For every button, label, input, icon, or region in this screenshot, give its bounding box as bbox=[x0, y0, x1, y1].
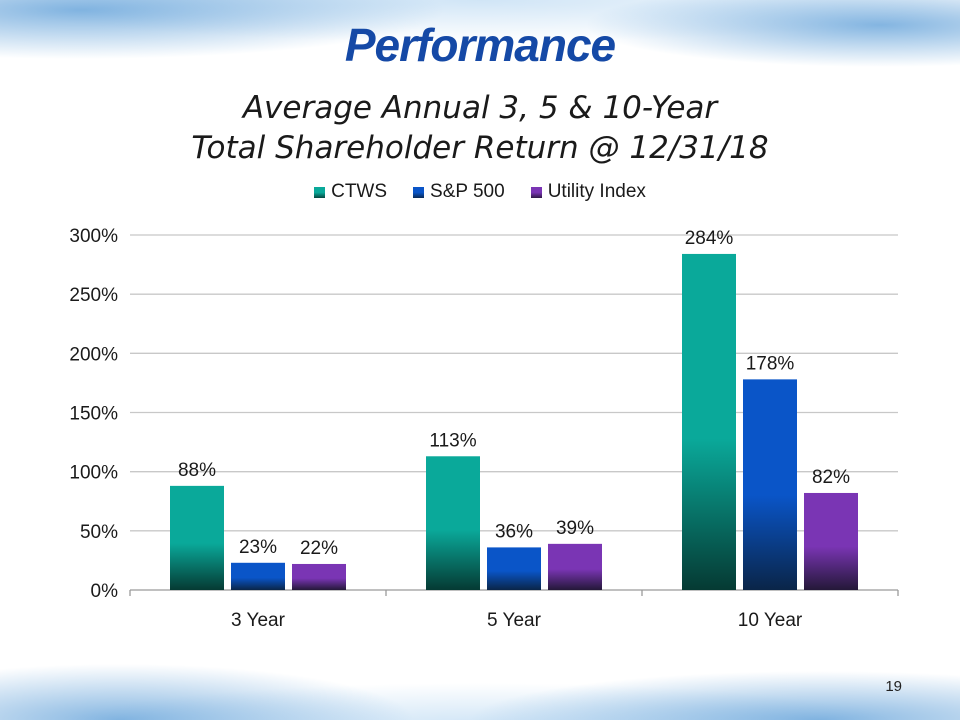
data-label-ctws: 284% bbox=[685, 228, 734, 249]
bar-ctws bbox=[682, 253, 736, 590]
legend-swatch-ctws bbox=[314, 186, 326, 198]
y-tick-label: 50% bbox=[80, 522, 118, 543]
y-tick-label: 150% bbox=[69, 404, 118, 425]
x-category-label: 5 Year bbox=[487, 610, 542, 631]
legend-item-utility: Utility Index bbox=[530, 181, 646, 203]
slide-title: Performance bbox=[344, 19, 616, 71]
data-label-ctws: 113% bbox=[429, 430, 476, 451]
legend-label-utility: Utility Index bbox=[547, 181, 646, 202]
legend-swatch-utility bbox=[530, 186, 542, 198]
subtitle-line-1: Average Annual 3, 5 & 10-Year bbox=[242, 90, 718, 126]
page-number: 19 bbox=[885, 678, 902, 695]
y-tick-label: 0% bbox=[91, 581, 119, 602]
y-tick-label: 250% bbox=[69, 285, 118, 306]
water-wave-decoration-bottom bbox=[0, 610, 960, 720]
bar-sp500 bbox=[487, 547, 541, 590]
chart-legend: CTWS S&P 500 Utility Index bbox=[0, 181, 960, 203]
x-category-label: 10 Year bbox=[738, 610, 803, 631]
data-label-utility: 82% bbox=[812, 467, 850, 488]
chart-subtitle: Average Annual 3, 5 & 10-Year Total Shar… bbox=[0, 88, 960, 168]
y-tick-label: 200% bbox=[69, 344, 118, 365]
bar-utility bbox=[292, 563, 346, 590]
y-tick-label: 100% bbox=[69, 463, 118, 484]
bar-utility bbox=[548, 543, 602, 590]
legend-item-sp500: S&P 500 bbox=[413, 181, 505, 203]
data-label-utility: 39% bbox=[556, 518, 594, 539]
data-label-sp500: 36% bbox=[495, 521, 533, 542]
data-label-sp500: 178% bbox=[746, 353, 795, 374]
x-category-label: 3 Year bbox=[231, 610, 286, 631]
bar-sp500 bbox=[743, 379, 797, 590]
legend-item-ctws: CTWS bbox=[314, 181, 387, 203]
legend-swatch-sp500 bbox=[413, 186, 425, 198]
bar-sp500 bbox=[231, 562, 285, 590]
bar-ctws bbox=[170, 485, 224, 590]
data-label-ctws: 88% bbox=[178, 460, 216, 481]
bar-ctws bbox=[426, 456, 480, 590]
bars bbox=[170, 253, 858, 590]
bar-utility bbox=[804, 492, 858, 590]
y-tick-label: 300% bbox=[69, 226, 118, 247]
legend-label-ctws: CTWS bbox=[331, 181, 388, 202]
legend-label-sp500: S&P 500 bbox=[430, 181, 505, 202]
subtitle-line-2: Total Shareholder Return @ 12/31/18 bbox=[191, 130, 769, 166]
data-label-utility: 22% bbox=[300, 538, 338, 559]
data-labels: 0% 50% 100% 150% 200% 250% 300% 88% 23% 22% 3 Year… bbox=[69, 226, 850, 631]
water-wave-decoration-top bbox=[0, 0, 960, 95]
data-label-sp500: 23% bbox=[239, 537, 277, 558]
